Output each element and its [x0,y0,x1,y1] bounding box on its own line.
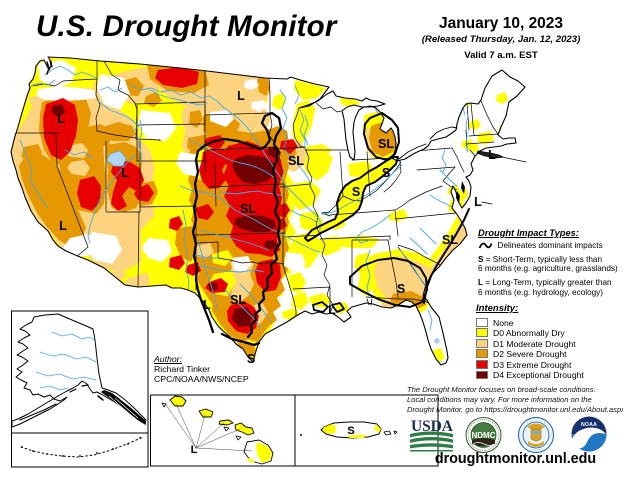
svg-text:SL: SL [442,233,458,247]
svg-text:NDMC: NDMC [472,431,496,440]
svg-text:L: L [474,195,482,209]
svg-text:S: S [247,352,255,366]
svg-text:L: L [59,219,67,233]
svg-text:L: L [328,303,336,317]
svg-text:NOAA: NOAA [581,422,597,428]
svg-text:S: S [347,425,354,437]
svg-text:S: S [397,282,405,296]
svg-text:SL: SL [240,202,256,216]
svg-text:USDA: USDA [411,418,454,435]
svg-text:S: S [352,185,360,199]
svg-text:L: L [237,89,245,103]
svg-text:L: L [57,112,65,126]
svg-text:SL: SL [378,137,394,151]
svg-text:L: L [191,444,198,456]
svg-text:SL: SL [288,154,304,168]
svg-text:L: L [203,298,211,312]
svg-text:S: S [382,166,390,180]
svg-text:L: L [121,166,129,180]
svg-text:SL: SL [230,293,246,307]
svg-text:L: L [488,148,496,162]
